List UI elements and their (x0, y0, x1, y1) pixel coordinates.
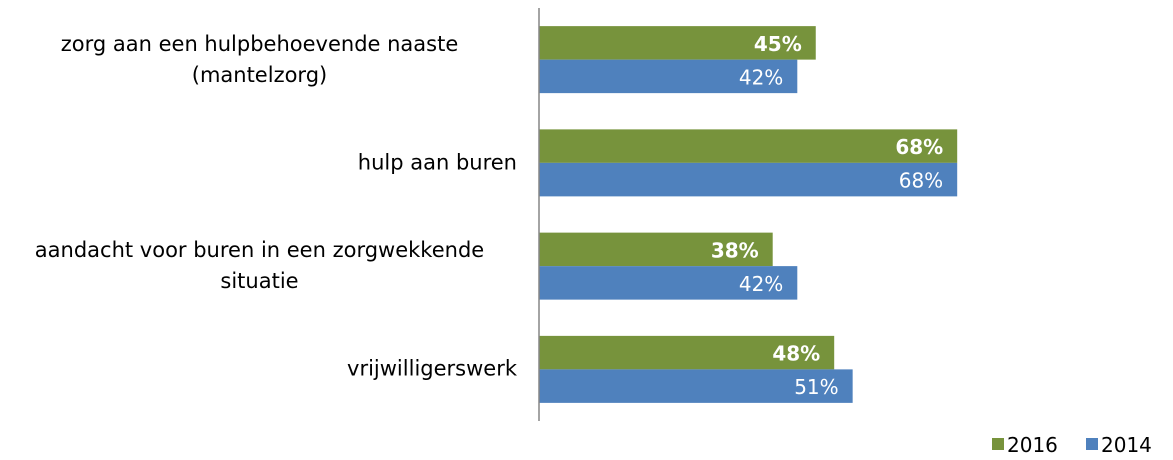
value-label: 68% (895, 135, 943, 159)
value-label: 38% (711, 238, 759, 262)
category-label: vrijwilligerswerk (347, 356, 517, 381)
bar (539, 266, 798, 300)
value-label: 45% (754, 32, 802, 56)
bar (539, 369, 853, 403)
bar (539, 335, 835, 370)
category-label: zorg aan een hulpbehoevende naaste (mant… (60, 31, 459, 87)
bar (539, 59, 798, 94)
value-label: 68% (899, 169, 943, 193)
category-label: aandacht voor buren in een zorgwekkende … (34, 238, 485, 294)
value-label: 42% (739, 65, 783, 89)
bar (539, 129, 958, 163)
legend-swatch (1086, 438, 1098, 450)
bar (539, 162, 958, 197)
legend-label: 2014 (1101, 433, 1152, 457)
bar (539, 26, 816, 60)
value-label: 48% (772, 342, 820, 366)
legend-swatch (992, 438, 1004, 450)
legend-label: 2016 (1007, 433, 1058, 457)
value-label: 51% (794, 375, 838, 399)
value-label: 42% (739, 272, 783, 296)
bar (539, 232, 773, 267)
category-label: hulp aan buren (357, 150, 517, 175)
